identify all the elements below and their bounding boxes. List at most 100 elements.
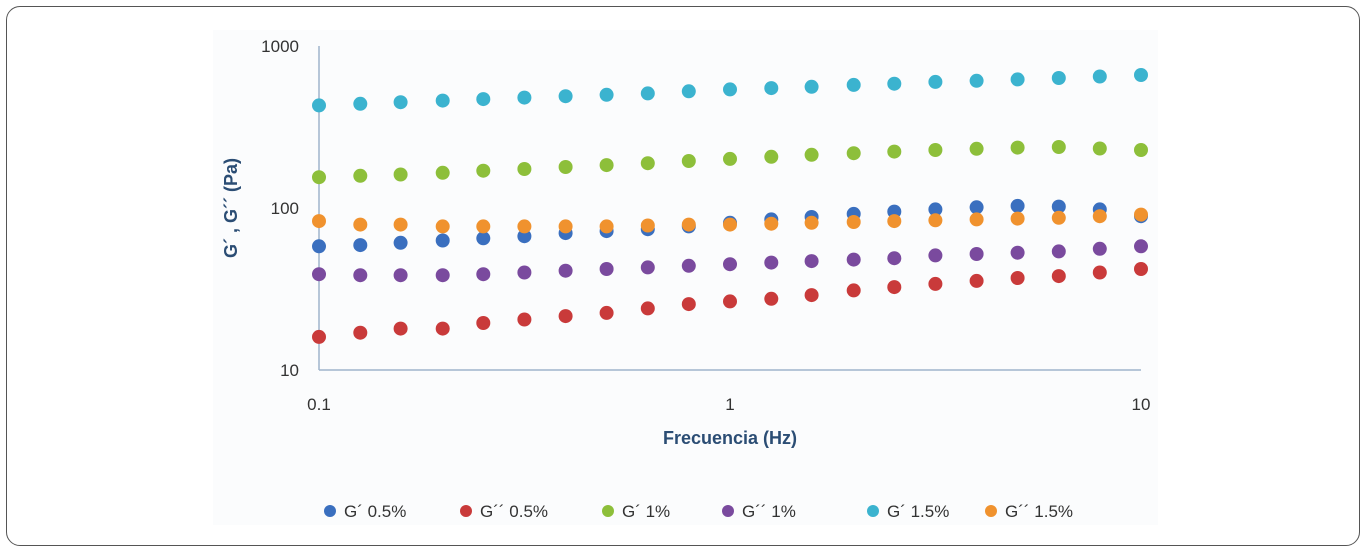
y-tick-labels: 10 100 1000 <box>261 37 299 380</box>
data-point <box>1134 68 1148 82</box>
data-point <box>353 168 368 183</box>
data-point <box>928 248 943 263</box>
data-point <box>312 170 326 185</box>
data-point <box>312 267 326 282</box>
data-point <box>723 82 737 97</box>
data-point <box>969 273 984 288</box>
data-point <box>681 154 696 168</box>
data-point <box>640 86 655 101</box>
data-point <box>1092 265 1107 280</box>
legend-marker <box>324 505 336 517</box>
legend-label: G´´ 1% <box>742 502 796 521</box>
data-point <box>887 280 902 295</box>
legend-item: G´ 1% <box>602 502 670 521</box>
data-point <box>887 251 902 266</box>
data-point <box>558 89 573 104</box>
legend-item: G´´ 1.5% <box>985 502 1073 521</box>
data-point <box>393 95 408 110</box>
data-point <box>393 321 408 336</box>
data-point <box>558 160 573 174</box>
data-point <box>1134 143 1148 157</box>
data-point <box>517 229 532 244</box>
data-point <box>476 267 491 282</box>
data-point <box>599 305 614 320</box>
x-tick-labels: 0.1 1 10 <box>307 395 1150 414</box>
data-point <box>887 144 902 159</box>
data-point <box>928 74 943 89</box>
legend-marker <box>460 505 472 517</box>
data-point <box>723 151 737 166</box>
legend-label: G´´ 1.5% <box>1005 502 1073 521</box>
series-6 <box>312 207 1148 234</box>
legend-marker <box>985 505 997 517</box>
data-point <box>804 254 819 269</box>
data-point <box>393 235 408 250</box>
data-point <box>1010 72 1025 87</box>
data-point <box>681 217 696 232</box>
data-point <box>764 216 779 231</box>
chart-area <box>213 30 1158 525</box>
data-point <box>1092 69 1107 84</box>
data-point <box>1010 198 1025 213</box>
data-point <box>435 219 450 234</box>
data-point <box>476 231 491 246</box>
data-point <box>1134 207 1148 222</box>
series-2 <box>312 262 1148 344</box>
data-point <box>846 77 861 92</box>
series-4 <box>312 239 1148 283</box>
data-point <box>1010 245 1025 260</box>
data-point <box>723 294 737 309</box>
data-point <box>764 149 779 164</box>
data-point <box>353 238 368 253</box>
data-point <box>1092 141 1107 156</box>
x-axis-title: Frecuencia (Hz) <box>663 428 797 448</box>
data-point <box>764 291 779 306</box>
data-point <box>312 214 326 229</box>
data-point <box>1051 199 1066 214</box>
data-point <box>969 247 984 261</box>
legend-item: G´´ 1% <box>722 502 796 521</box>
data-point <box>1051 140 1066 154</box>
data-point <box>764 255 779 270</box>
y-tick-label: 100 <box>271 199 299 218</box>
data-point <box>804 288 819 303</box>
x-tick-label: 10 <box>1132 395 1151 414</box>
y-axis-title: G´ , G´´ (Pa) <box>221 158 241 258</box>
data-point <box>1051 269 1066 284</box>
data-point <box>723 217 737 232</box>
data-point <box>928 276 943 291</box>
data-point <box>353 268 368 283</box>
legend-label: G´ 1% <box>622 502 670 521</box>
data-point <box>476 316 491 330</box>
data-point <box>846 252 861 267</box>
data-point <box>435 321 450 336</box>
data-point <box>640 156 655 171</box>
data-point <box>1134 239 1148 254</box>
data-point <box>969 212 984 227</box>
data-point <box>599 87 614 102</box>
data-point <box>640 260 655 275</box>
data-point <box>517 90 532 105</box>
data-point <box>723 257 737 272</box>
data-point <box>353 325 368 340</box>
data-point <box>681 258 696 273</box>
data-point <box>558 263 573 278</box>
data-point <box>476 163 491 178</box>
data-point <box>846 146 861 161</box>
data-point <box>1134 262 1148 276</box>
data-point <box>1010 140 1025 155</box>
data-point <box>393 167 408 182</box>
x-tick-label: 1 <box>725 395 734 414</box>
data-point <box>476 219 491 234</box>
y-tick-label: 10 <box>280 361 299 380</box>
data-point <box>1092 209 1107 224</box>
data-point <box>435 165 450 180</box>
data-point <box>1092 241 1107 256</box>
data-point <box>887 214 902 229</box>
data-point <box>1051 210 1066 225</box>
legend-item: G´´ 0.5% <box>460 502 548 521</box>
data-points <box>312 68 1148 344</box>
data-point <box>435 93 450 108</box>
data-point <box>928 143 943 157</box>
